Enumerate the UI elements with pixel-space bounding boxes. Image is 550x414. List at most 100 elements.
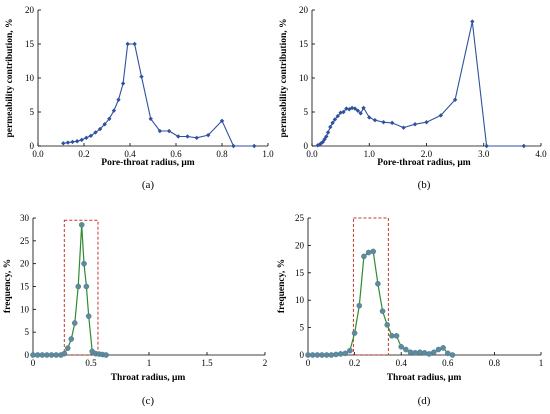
data-point xyxy=(424,120,429,125)
x-tick-label: 0.2 xyxy=(349,358,360,368)
data-point xyxy=(93,130,98,135)
data-point xyxy=(65,345,71,351)
data-point xyxy=(132,41,137,47)
data-point xyxy=(102,122,107,127)
x-tick-label: 1 xyxy=(539,358,544,368)
data-point xyxy=(347,347,353,354)
y-tick-label: 15 xyxy=(20,282,30,292)
y-tick-label: 20 xyxy=(295,240,305,250)
data-point xyxy=(166,128,172,134)
data-point xyxy=(30,352,36,358)
x-axis-label: Throat radius, μm xyxy=(387,373,462,383)
x-tick-label: 0.6 xyxy=(170,149,182,159)
data-point xyxy=(120,81,126,86)
data-point xyxy=(314,352,321,358)
data-point xyxy=(157,128,163,134)
y-tick-label: 15 xyxy=(25,39,35,49)
y-tick-label: 25 xyxy=(295,213,305,223)
x-tick-label: 0.0 xyxy=(32,149,44,159)
data-point xyxy=(452,97,458,102)
panel-caption: (b) xyxy=(418,179,431,191)
data-point xyxy=(372,117,378,123)
data-point xyxy=(65,140,71,145)
data-point xyxy=(81,260,87,267)
data-point xyxy=(444,350,451,357)
data-point xyxy=(176,134,181,139)
x-tick-label: 0.8 xyxy=(216,149,228,159)
data-point xyxy=(323,352,330,358)
data-point xyxy=(107,116,112,121)
x-tick-label: 1.0 xyxy=(262,149,274,159)
panel-caption: (a) xyxy=(142,179,155,191)
data-point xyxy=(309,352,316,358)
data-point xyxy=(83,283,90,290)
x-tick-label: 0.5 xyxy=(85,358,97,368)
data-point xyxy=(305,352,311,358)
x-axis-label: Pore-throat radius, μm xyxy=(377,158,471,168)
data-point xyxy=(75,283,82,290)
data-point xyxy=(74,139,80,144)
data-point xyxy=(39,352,46,358)
x-axis-label: Throat radius, μm xyxy=(111,373,186,383)
y-tick-label: 15 xyxy=(299,39,309,49)
y-tick-label: 20 xyxy=(25,5,35,15)
data-point xyxy=(449,352,456,358)
data-point xyxy=(70,139,75,145)
data-point xyxy=(332,117,338,122)
data-point xyxy=(194,135,199,141)
x-tick-label: 1.0 xyxy=(364,149,376,159)
data-point xyxy=(84,135,89,141)
data-point xyxy=(333,351,339,358)
x-tick-label: 1 xyxy=(147,358,152,368)
y-axis-label: frequency, % xyxy=(277,259,287,313)
y-tick-label: 10 xyxy=(25,73,35,83)
data-point xyxy=(431,349,437,356)
series-line xyxy=(308,250,453,356)
data-point xyxy=(34,352,41,358)
data-point xyxy=(375,280,381,287)
data-point xyxy=(393,333,400,339)
data-point xyxy=(48,352,55,358)
series-line xyxy=(33,224,107,356)
panel-caption: (d) xyxy=(418,395,431,407)
x-tick-label: 2.0 xyxy=(421,149,433,159)
y-tick-label: 0 xyxy=(300,350,305,360)
data-point xyxy=(79,137,84,143)
data-point xyxy=(417,349,423,356)
x-tick-label: 2 xyxy=(263,358,268,368)
data-point xyxy=(352,106,358,111)
x-tick-label: 0.4 xyxy=(396,358,408,368)
data-point xyxy=(361,105,366,111)
data-point xyxy=(421,350,428,356)
data-point xyxy=(484,143,489,149)
y-axis-label: permeability contribution, % xyxy=(279,18,289,137)
y-tick-label: 25 xyxy=(20,236,30,246)
data-point xyxy=(319,352,325,358)
series-line xyxy=(317,21,524,147)
data-point xyxy=(470,19,475,24)
x-tick-label: 3.0 xyxy=(478,149,490,159)
data-point xyxy=(341,109,346,115)
y-tick-label: 0 xyxy=(30,141,35,151)
data-point xyxy=(328,352,335,358)
data-point xyxy=(320,139,326,145)
x-tick-label: 0.6 xyxy=(442,358,454,368)
x-tick-label: 0.0 xyxy=(306,149,318,159)
panel-a: 0.0 0.2 0.4 0.6 0.8 1.0 0 5 10 15 20 Pore-throat ra… xyxy=(5,5,274,191)
data-point xyxy=(438,113,444,118)
panel-caption: (c) xyxy=(142,395,155,407)
data-point xyxy=(231,143,236,149)
y-tick-label: 20 xyxy=(299,5,309,15)
x-tick-label: 1.5 xyxy=(201,358,213,368)
data-point xyxy=(324,134,329,139)
data-point xyxy=(148,116,153,121)
x-tick-label: 0 xyxy=(306,358,311,368)
y-tick-label: 5 xyxy=(30,107,35,117)
data-point xyxy=(407,349,414,356)
highlight-box xyxy=(63,219,99,356)
data-point xyxy=(61,350,68,357)
data-point xyxy=(365,249,372,256)
data-point xyxy=(356,302,363,309)
